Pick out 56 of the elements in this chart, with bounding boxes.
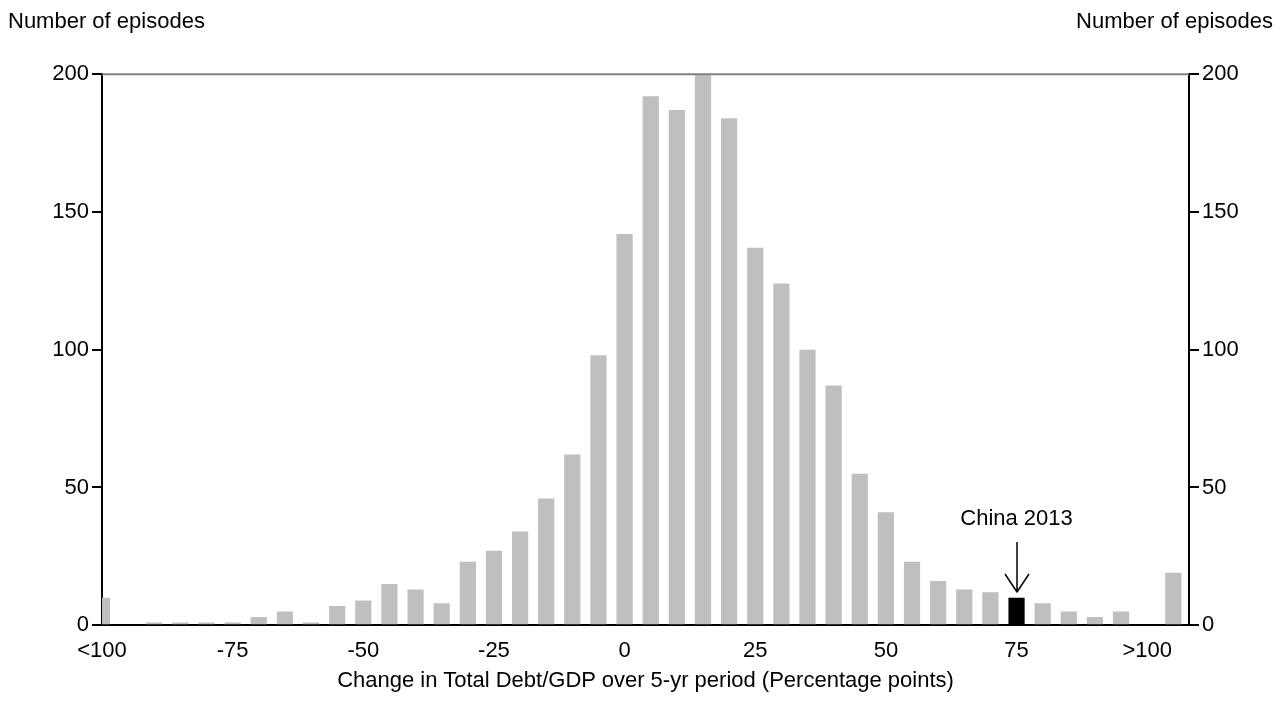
x-tick-label: -25 xyxy=(478,637,510,663)
bar xyxy=(694,74,712,625)
bar xyxy=(407,589,424,625)
bar xyxy=(616,233,633,625)
bar xyxy=(590,355,607,625)
bar xyxy=(381,583,398,625)
bar xyxy=(930,581,947,625)
x-tick-label: -75 xyxy=(216,637,249,663)
bar xyxy=(799,349,816,625)
bar xyxy=(250,616,267,625)
bar xyxy=(329,605,346,625)
y-tick-label: 100 xyxy=(52,335,89,361)
y-tick-label: 150 xyxy=(52,198,89,224)
bar xyxy=(825,385,842,625)
annotation: China 2013 xyxy=(960,504,1073,530)
bar xyxy=(355,600,372,625)
y2-tick-label: 200 xyxy=(1202,60,1239,86)
y2-axis-title: Number of episodes xyxy=(1076,8,1273,34)
y2-tick-label: 100 xyxy=(1202,335,1239,361)
bar xyxy=(1086,616,1104,625)
y-tick-label: 0 xyxy=(76,611,89,637)
x-tick-label: 25 xyxy=(743,637,768,663)
bar xyxy=(877,512,894,625)
bar xyxy=(956,589,973,625)
x-tick-label: 50 xyxy=(873,637,899,663)
x-tick-label: 75 xyxy=(1004,637,1029,663)
bar xyxy=(433,603,450,625)
bar xyxy=(851,473,868,625)
bar xyxy=(642,96,659,625)
bar xyxy=(1112,611,1130,625)
bar xyxy=(485,550,503,625)
bar xyxy=(668,110,685,625)
bar xyxy=(982,592,999,625)
y-axis-title: Number of episodes xyxy=(8,8,205,34)
y2-tick-label: 150 xyxy=(1202,198,1239,224)
y2-tick-label: 50 xyxy=(1202,473,1227,499)
x-tick-label: <100 xyxy=(77,637,127,663)
bar xyxy=(538,498,555,625)
bar xyxy=(1165,572,1182,625)
bar xyxy=(276,611,294,625)
x-tick-label: 0 xyxy=(618,637,631,663)
bar xyxy=(511,531,529,625)
y-tick-label: 50 xyxy=(64,473,89,499)
x-axis-title: Change in Total Debt/GDP over 5-yr period (Percentage points) xyxy=(337,666,954,692)
y2-tick-label: 0 xyxy=(1202,611,1215,637)
x-tick-label: -50 xyxy=(347,637,380,663)
bar xyxy=(1034,603,1051,625)
bar xyxy=(564,454,581,625)
x-tick-label: >100 xyxy=(1122,637,1172,663)
bar xyxy=(1060,611,1077,625)
bar xyxy=(773,283,790,625)
bar xyxy=(459,561,476,625)
y-tick-label: 200 xyxy=(52,60,89,86)
bar xyxy=(721,118,738,625)
bar xyxy=(747,247,764,625)
bar xyxy=(903,561,921,625)
